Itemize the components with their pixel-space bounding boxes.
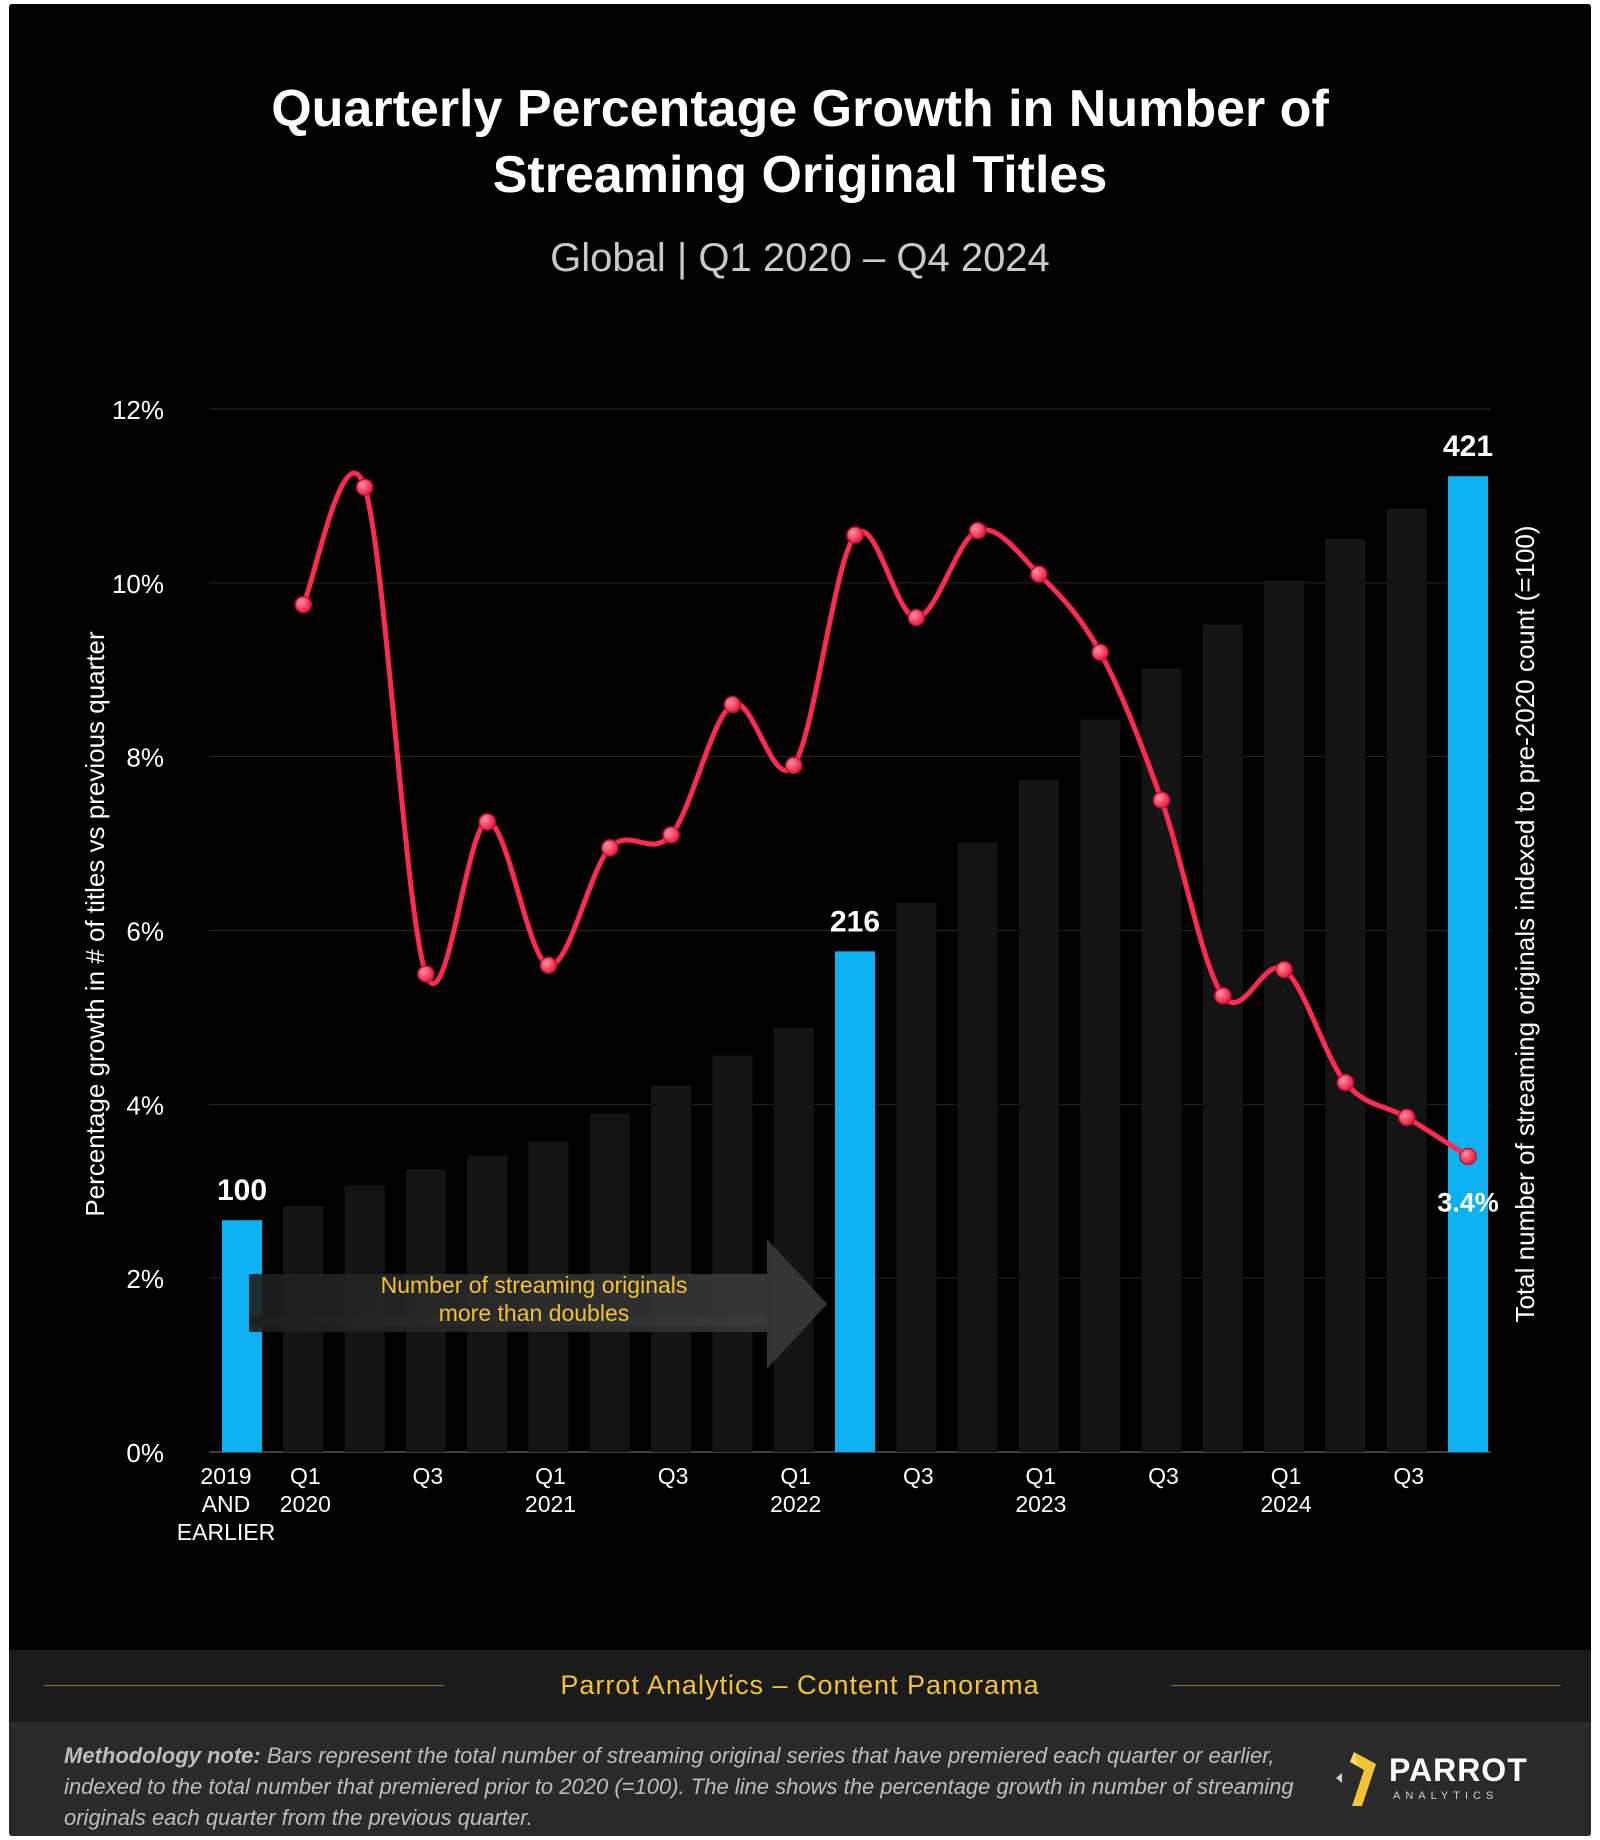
x-tick-label: 2021 (525, 1491, 576, 1517)
bar (896, 902, 937, 1452)
bar-value-label: 216 (830, 905, 880, 938)
line-point (478, 813, 496, 831)
annotation-arrow-shape (249, 1239, 827, 1369)
banner-rule-left (44, 1685, 444, 1686)
x-tick-label: Q3 (658, 1463, 689, 1489)
footer: Methodology note: Bars represent the tot… (9, 1722, 1591, 1836)
x-tick-label: Q3 (903, 1463, 934, 1489)
bar (1325, 538, 1366, 1452)
bar-series (222, 476, 1488, 1453)
line-point (784, 756, 803, 775)
left-axis-label: Percentage growth in # of titles vs prev… (80, 631, 110, 1217)
y-tick-label: 2% (126, 1264, 164, 1294)
line-point (1275, 960, 1293, 979)
methodology-label: Methodology note: (64, 1743, 261, 1768)
line-point (355, 478, 374, 496)
chart-subtitle: Global | Q1 2020 – Q4 2024 (550, 236, 1050, 280)
x-tick-label: Q1 (1026, 1463, 1057, 1489)
x-tick-label: Q3 (1393, 1463, 1424, 1489)
annotation-text-line-1: Number of streaming originals (381, 1272, 688, 1298)
y-tick-label: 0% (126, 1438, 164, 1468)
bar (651, 1085, 692, 1452)
line-point (539, 956, 558, 975)
x-tick-label: 2020 (280, 1491, 331, 1517)
bar (222, 1220, 262, 1452)
bar-value-label: 421 (1443, 430, 1493, 463)
x-tick-label: AND (202, 1491, 251, 1517)
bar (1202, 624, 1243, 1452)
bar-value-label: 100 (217, 1174, 267, 1207)
line-point (294, 595, 313, 614)
banner-text: Parrot Analytics – Content Panorama (560, 1670, 1040, 1700)
annotation-arrow-body (249, 1274, 767, 1326)
bar (1018, 779, 1059, 1452)
line-point (846, 526, 864, 544)
methodology-text: Bars represent the total number of strea… (64, 1743, 1294, 1830)
line-series (294, 471, 1477, 1166)
line-point (662, 826, 680, 844)
chart-title: Quarterly Percentage Growth in Number of… (9, 76, 1591, 208)
y-tick-label: 10% (112, 569, 164, 599)
bar (1264, 580, 1305, 1452)
banner-rule-right (1171, 1685, 1561, 1686)
x-tick-label: Q1 (535, 1463, 566, 1489)
line-end-label: 3.4% (1437, 1187, 1499, 1217)
line-point (601, 839, 619, 857)
combo-chart: Number of streaming originals more than … (80, 395, 1540, 1545)
x-tick-label: 2019 (200, 1463, 251, 1489)
y-tick-label: 12% (112, 395, 164, 425)
bar (835, 951, 875, 1452)
bar (957, 842, 998, 1452)
x-tick-label: Q1 (290, 1463, 321, 1489)
parrot-logo-icon (1336, 1752, 1376, 1806)
line-point (1152, 791, 1171, 809)
y-tick-label: 8% (126, 743, 164, 773)
x-tick-label: 2022 (770, 1491, 821, 1517)
logo-word: PARROT (1389, 1752, 1528, 1788)
bar (773, 1027, 814, 1452)
x-tick-label: 2023 (1015, 1491, 1066, 1517)
x-tick-label: Q3 (413, 1463, 444, 1489)
line-point (1459, 1147, 1477, 1166)
logo-subtext: ANALYTICS (1393, 1790, 1499, 1802)
title-line-2: Streaming Original Titles (492, 146, 1108, 204)
title-line-1: Quarterly Percentage Growth in Number of (271, 80, 1329, 138)
right-axis-label: Total number of streaming originals inde… (1510, 525, 1540, 1322)
chart-frame: Quarterly Percentage Growth in Number of… (9, 4, 1591, 1836)
bar (1141, 668, 1182, 1452)
annotation-arrow: Number of streaming originals more than … (249, 1239, 827, 1369)
line-point (1336, 1073, 1355, 1092)
bar (1448, 476, 1488, 1452)
line-point (1091, 643, 1109, 662)
line-point (1397, 1108, 1416, 1127)
line-point (1214, 986, 1232, 1005)
line-point (417, 965, 435, 983)
line-point (1030, 565, 1048, 583)
line-point (723, 695, 742, 714)
x-tick-label: Q1 (780, 1463, 811, 1489)
bar (712, 1055, 753, 1452)
line-point (968, 521, 987, 540)
annotation-text-line-2: more than doubles (439, 1300, 630, 1326)
parrot-logo: PARROT ANALYTICS (1334, 1748, 1554, 1808)
x-tick-label: Q1 (1271, 1463, 1302, 1489)
x-tick-label: EARLIER (177, 1519, 275, 1545)
chart-labels: 0% 2% 4% 6% 8% 10% 12% 100 216 421 3.4% 2019ANDEARL… (112, 395, 1499, 1545)
methodology-note: Methodology note: Bars represent the tot… (64, 1740, 1294, 1833)
line-point (907, 608, 926, 627)
source-banner: Parrot Analytics – Content Panorama (9, 1650, 1591, 1722)
bar (1386, 508, 1427, 1453)
x-tick-label: Q3 (1148, 1463, 1179, 1489)
bar (1080, 719, 1121, 1452)
y-tick-label: 6% (126, 917, 164, 947)
y-tick-label: 4% (126, 1090, 164, 1120)
x-tick-label: 2024 (1261, 1491, 1312, 1517)
